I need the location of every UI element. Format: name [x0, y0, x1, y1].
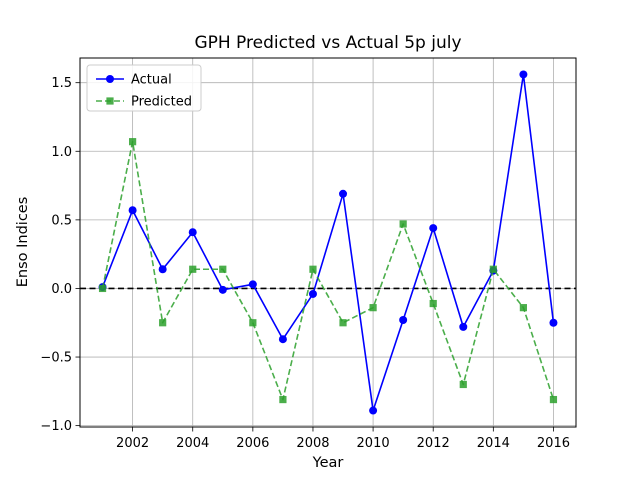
data-point — [158, 265, 167, 274]
data-point — [429, 299, 437, 308]
data-point — [308, 289, 317, 298]
series-layer — [98, 70, 558, 415]
legend-marker — [106, 97, 114, 105]
x-tick-label: 2010 — [357, 436, 390, 451]
series-predicted — [98, 138, 558, 404]
chart-title: GPH Predicted vs Actual 5p july — [194, 33, 461, 53]
data-point — [278, 335, 287, 344]
legend-box — [86, 64, 202, 112]
y-tick-label: −0.5 — [40, 351, 72, 366]
data-point — [218, 285, 227, 294]
series-line — [101, 73, 555, 412]
data-point — [279, 395, 287, 404]
legend-marker — [106, 75, 114, 83]
data-point — [459, 380, 467, 389]
x-tick-label: 2004 — [176, 436, 209, 451]
data-point — [219, 265, 227, 273]
legend-label: Predicted — [131, 95, 192, 110]
data-point — [188, 228, 197, 237]
data-point — [189, 265, 197, 273]
y-tick-label: 1.5 — [51, 76, 72, 91]
legend: Actual Predicted — [86, 64, 202, 112]
data-point — [549, 395, 558, 404]
data-point — [128, 206, 137, 215]
data-point — [459, 322, 468, 331]
x-tick-label: 2012 — [417, 436, 450, 451]
y-tick-label: 0.0 — [51, 282, 72, 297]
data-point — [429, 224, 438, 233]
plot-frame — [79, 57, 577, 428]
data-point — [339, 319, 347, 327]
x-axis-ticks: 2002 2004 2006 2008 2010 2012 2014 2016 — [116, 427, 570, 451]
data-point — [159, 319, 167, 327]
x-tick-label: 2014 — [477, 436, 510, 451]
data-point — [369, 304, 377, 312]
y-tick-label: −1.0 — [40, 419, 72, 434]
legend-item-predicted: Predicted — [96, 95, 192, 110]
y-tick-label: 0.5 — [51, 213, 72, 228]
x-tick-label: 2016 — [537, 436, 570, 451]
data-point — [519, 304, 527, 312]
data-point — [98, 284, 107, 293]
data-point — [549, 318, 558, 327]
y-tick-label: 1.0 — [51, 145, 72, 160]
data-point — [369, 406, 378, 415]
data-point — [248, 280, 257, 289]
legend-item-actual: Actual — [96, 73, 172, 88]
series-actual — [98, 70, 558, 415]
x-tick-label: 2002 — [116, 436, 149, 451]
x-tick-label: 2006 — [236, 436, 269, 451]
data-point — [399, 316, 408, 325]
x-axis-label: Year — [312, 455, 344, 471]
y-axis-ticks: −1.0 −0.5 0.0 0.5 1.0 1.5 — [40, 76, 80, 434]
data-point — [519, 70, 528, 79]
data-point — [339, 189, 348, 198]
legend-label: Actual — [131, 73, 172, 88]
data-point — [129, 138, 137, 146]
series-line — [101, 140, 555, 401]
data-point — [309, 265, 317, 273]
data-point — [249, 319, 257, 327]
data-point — [489, 265, 497, 273]
data-point — [399, 220, 407, 228]
x-tick-label: 2008 — [296, 436, 329, 451]
y-axis-label: Enso Indices — [15, 197, 31, 288]
